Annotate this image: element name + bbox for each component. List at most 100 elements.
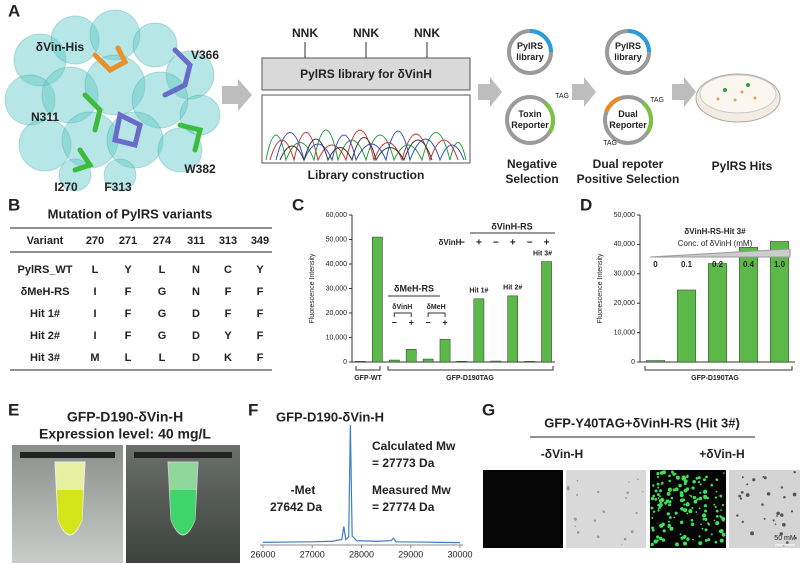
cell: [715, 478, 718, 481]
cell: [657, 539, 659, 541]
table-cell: F: [257, 286, 264, 298]
hit-label: Hit 2#: [503, 285, 522, 292]
cell: [657, 493, 660, 496]
arrow: [672, 77, 696, 107]
cell: [635, 512, 637, 514]
table-cell: F: [225, 286, 232, 298]
cell: [752, 478, 755, 481]
cell: [656, 472, 659, 475]
cell: [624, 538, 627, 541]
table-cell: F: [257, 352, 264, 364]
panel-label: B: [8, 195, 20, 214]
cell: [642, 491, 643, 492]
y-tick-label: 10,000: [326, 334, 348, 341]
cell: [576, 494, 578, 496]
arrow: [222, 79, 252, 111]
cell: [658, 497, 660, 499]
cell: [698, 541, 702, 545]
x-tick-label: 30000: [447, 549, 472, 559]
hit-label: Hit 3#: [533, 250, 552, 257]
plasmid-label: Dual: [618, 109, 638, 119]
cell: [673, 517, 675, 519]
cell: [713, 504, 715, 506]
cell: [657, 504, 660, 507]
cell: [711, 533, 713, 535]
cell: [793, 471, 795, 473]
y-tick-label: 30,000: [326, 285, 348, 292]
cell: [680, 533, 682, 535]
annotation: = 27774 Da: [372, 500, 435, 514]
cell: [703, 478, 706, 481]
cell: [692, 539, 694, 541]
cell: [691, 519, 694, 522]
cell: [793, 493, 797, 497]
cell: [675, 542, 679, 546]
cell: [657, 483, 660, 486]
cell: [680, 537, 683, 540]
cell: [669, 516, 672, 519]
y-tick-label: 0: [631, 359, 635, 366]
cell: [710, 484, 713, 487]
table-cell: G: [158, 330, 167, 342]
cell: [692, 480, 696, 484]
cell: [689, 494, 691, 496]
panel-label: E: [8, 400, 19, 419]
cell: [680, 521, 683, 524]
table-cell: I: [93, 330, 96, 342]
category-label: 0: [653, 260, 658, 269]
condition-label: +δVin-H: [699, 447, 744, 461]
cell: [719, 529, 723, 533]
residue-label: δVin-His: [36, 40, 85, 54]
table-cell: D: [192, 308, 200, 320]
cell: [684, 489, 688, 493]
step-label: PylRS Hits: [712, 159, 773, 173]
y-tick-label: 40,000: [614, 241, 636, 248]
category-label: 0.2: [712, 260, 724, 269]
cell: [782, 523, 786, 527]
panel-title: GFP-D190-δVin-H: [67, 409, 183, 425]
sign: +: [409, 317, 414, 327]
cell: [626, 491, 629, 494]
table-cell: F: [125, 330, 132, 342]
cell: [693, 496, 696, 499]
cell: [668, 474, 671, 477]
cell: [668, 503, 671, 506]
table-title: Mutation of PylRS variants: [48, 206, 213, 221]
sign: +: [544, 238, 550, 249]
plasmid-label: PylRS: [615, 41, 641, 51]
y-tick-label: 50,000: [614, 212, 636, 219]
wedge: [650, 249, 790, 257]
x-tick-label: 28000: [349, 549, 374, 559]
table-cell: F: [125, 308, 132, 320]
table-cell: PylRS_WT: [17, 264, 72, 276]
table-cell: I: [93, 286, 96, 298]
y-axis-label: Fluorescence Intensity: [597, 253, 604, 324]
cell: [597, 491, 599, 493]
table-cell: F: [125, 286, 132, 298]
cell: [637, 478, 639, 480]
cell: [715, 521, 719, 525]
residue-label: F313: [104, 180, 132, 194]
bar: [440, 339, 450, 362]
cell: [594, 520, 596, 522]
bar: [389, 360, 399, 362]
x-tick-label: 29000: [398, 549, 423, 559]
tag-label: TAG: [555, 93, 569, 100]
cell: [705, 476, 708, 479]
table-cell: Y: [256, 264, 264, 276]
codon-ticks: [305, 42, 427, 58]
cell: [667, 500, 669, 502]
bracket: [645, 366, 792, 370]
cell: [669, 527, 673, 531]
cell: [678, 484, 681, 487]
cell: [716, 510, 719, 513]
cell: [659, 495, 661, 497]
cell: [683, 508, 687, 512]
cell: [669, 500, 672, 503]
codon: NNK: [414, 26, 440, 40]
table-cell: L: [92, 264, 99, 276]
table-cell: F: [257, 308, 264, 320]
annotation: = 27773 Da: [372, 456, 435, 470]
cell: [660, 498, 664, 502]
annotation: Calculated Mw: [372, 439, 456, 453]
